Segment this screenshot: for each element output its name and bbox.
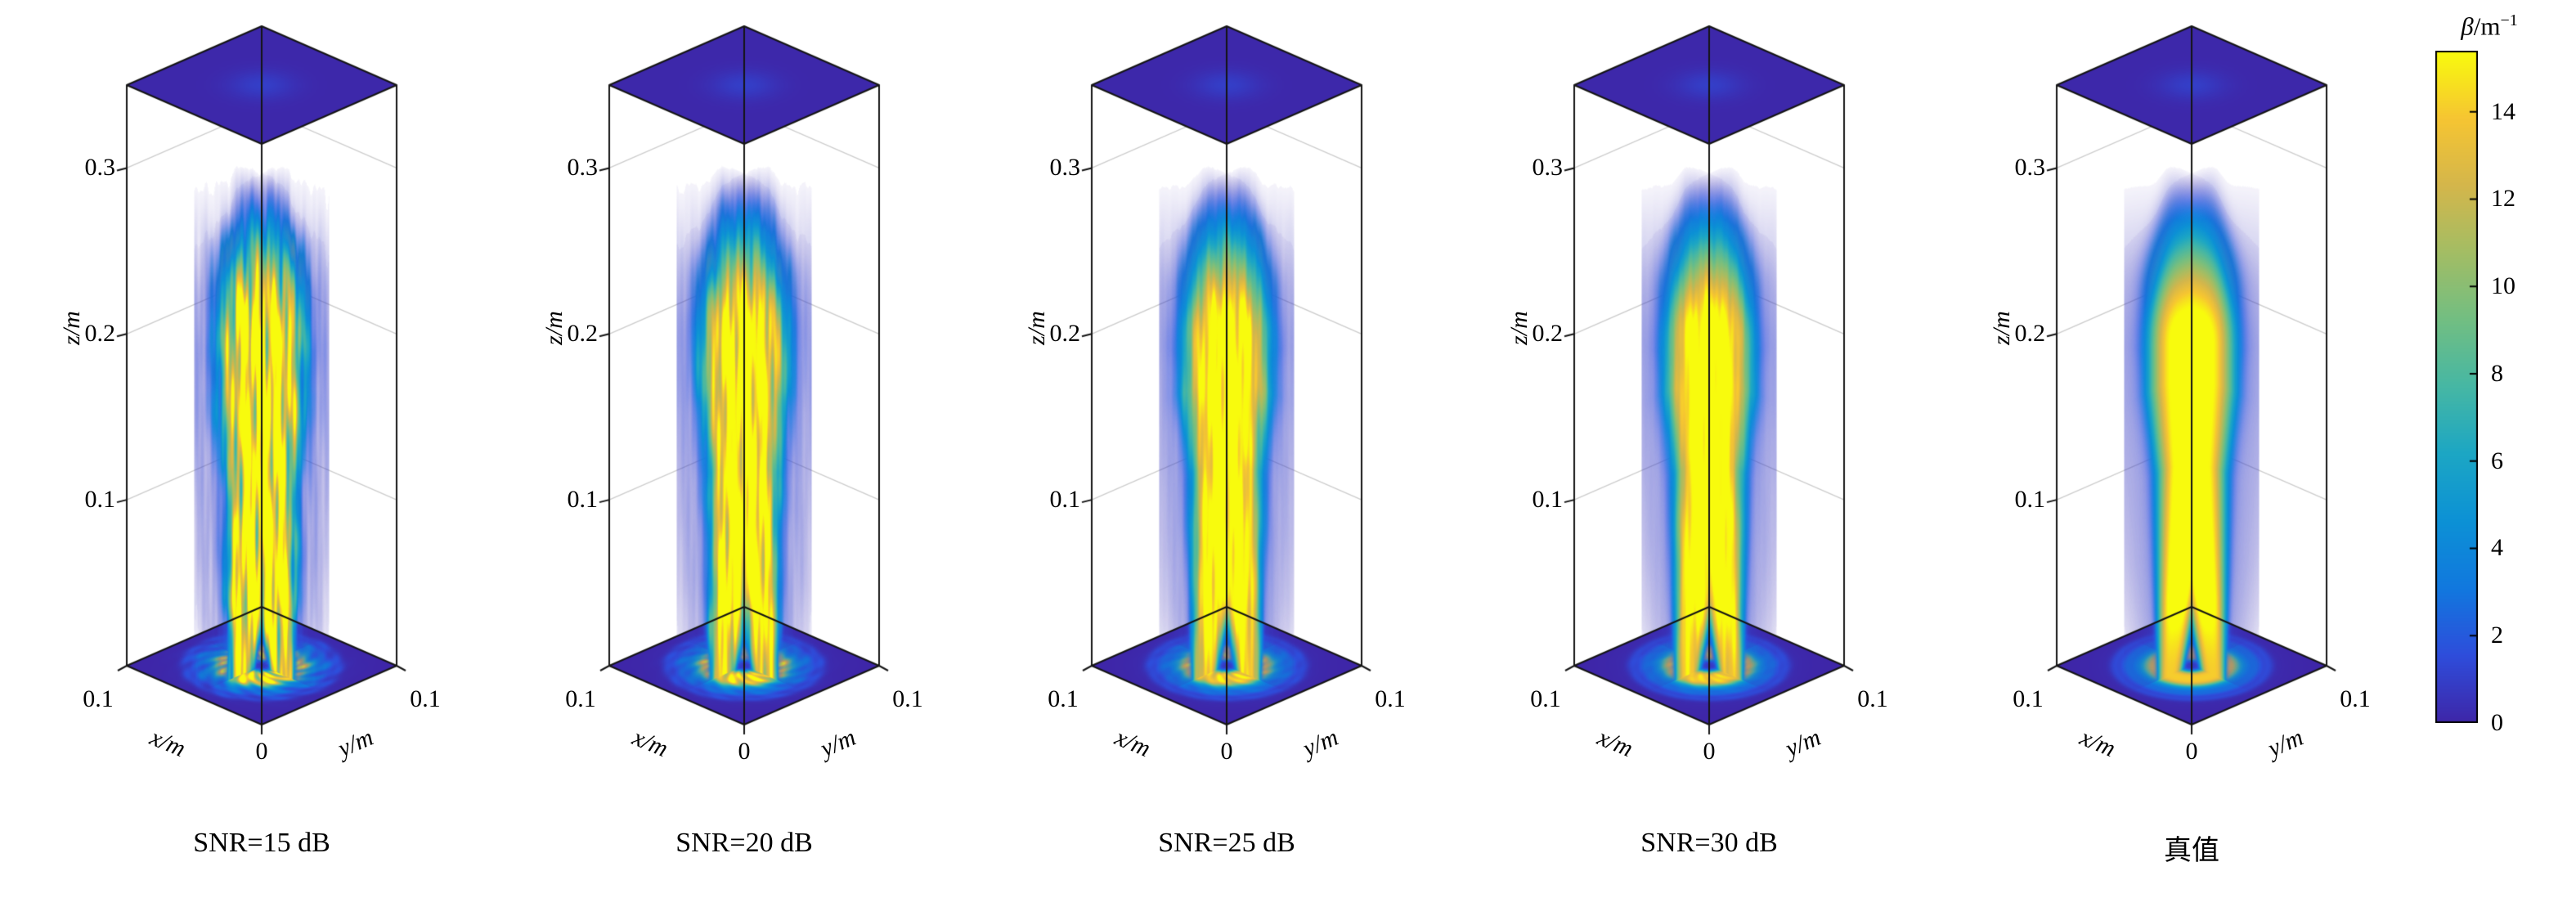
colorbar-gradient: [2435, 51, 2478, 723]
slice-plot-canvas-snr-25db: [965, 5, 1447, 806]
origin-tick: 0: [1703, 738, 1716, 765]
y-tick-outer: 0.1: [1857, 685, 1888, 712]
colorbar-tick-10: 10: [2491, 272, 2515, 300]
x-tick-outer: 0.1: [1048, 685, 1079, 712]
panel-caption: SNR=25 dB: [1158, 828, 1295, 858]
x-tick-outer: 0.1: [1530, 685, 1561, 712]
panel-caption: SNR=30 dB: [1640, 828, 1778, 858]
figure-root: z/m 0.3 0.2 0.1 0.1 0 0.1 x/m y/m SNR=15…: [0, 5, 2576, 872]
z-tick-0-3: 0.3: [1532, 154, 1564, 181]
origin-tick: 0: [1220, 738, 1233, 765]
colorbar-tick-0: 0: [2491, 709, 2503, 736]
colorbar-tick-2: 2: [2491, 622, 2503, 649]
x-tick-outer: 0.1: [2013, 685, 2044, 712]
z-tick-0-3: 0.3: [2014, 154, 2046, 181]
z-tick-0-1: 0.1: [1049, 486, 1081, 513]
panel-ground-truth: z/m 0.3 0.2 0.1 0.1 0 0.1 x/m y/m 真值: [1930, 5, 2412, 872]
panel-snr-20db: z/m 0.3 0.2 0.1 0.1 0 0.1 x/m y/m SNR=20…: [482, 5, 965, 872]
z-tick-0-1: 0.1: [567, 486, 599, 513]
z-tick-0-2: 0.2: [567, 320, 599, 347]
z-tick-0-3: 0.3: [567, 154, 599, 181]
panel-caption: SNR=20 dB: [675, 828, 813, 858]
y-tick-outer: 0.1: [2340, 685, 2371, 712]
panel-snr-30db: z/m 0.3 0.2 0.1 0.1 0 0.1 x/m y/m SNR=30…: [1447, 5, 1930, 872]
z-tick-0-2: 0.2: [1049, 320, 1081, 347]
origin-tick: 0: [255, 738, 268, 765]
slice-plot-canvas-snr-30db: [1447, 5, 1930, 806]
z-tick-0-3: 0.3: [1049, 154, 1081, 181]
z-tick-0-1: 0.1: [84, 486, 116, 513]
colorbar-unit: /m: [2473, 11, 2501, 41]
colorbar: β/m−1 14 12 10 8 6 4 2 0: [2412, 5, 2576, 872]
slice-plot-canvas-ground-truth: [1930, 5, 2412, 806]
z-tick-0-2: 0.2: [2014, 320, 2046, 347]
colorbar-exponent: −1: [2500, 11, 2518, 29]
x-tick-outer: 0.1: [565, 685, 596, 712]
x-tick-outer: 0.1: [83, 685, 114, 712]
y-tick-outer: 0.1: [892, 685, 923, 712]
panel-caption: 真值: [2164, 836, 2219, 866]
z-tick-0-2: 0.2: [1532, 320, 1564, 347]
beta-symbol: β: [2461, 11, 2474, 41]
z-tick-0-2: 0.2: [84, 320, 116, 347]
y-tick-outer: 0.1: [1375, 685, 1406, 712]
colorbar-tick-4: 4: [2491, 534, 2503, 562]
colorbar-tick-6: 6: [2491, 447, 2503, 474]
z-tick-0-3: 0.3: [84, 154, 116, 181]
y-tick-outer: 0.1: [410, 685, 441, 712]
panel-caption: SNR=15 dB: [193, 828, 330, 858]
slice-plot-canvas-snr-20db: [482, 5, 965, 806]
origin-tick: 0: [2185, 738, 2198, 765]
colorbar-title: β/m−1: [2417, 11, 2561, 41]
colorbar-tick-12: 12: [2491, 185, 2515, 213]
colorbar-tick-14: 14: [2491, 97, 2515, 125]
colorbar-tick-8: 8: [2491, 359, 2503, 387]
panel-snr-15db: z/m 0.3 0.2 0.1 0.1 0 0.1 x/m y/m SNR=15…: [0, 5, 482, 872]
panel-snr-25db: z/m 0.3 0.2 0.1 0.1 0 0.1 x/m y/m SNR=25…: [965, 5, 1447, 872]
origin-tick: 0: [738, 738, 751, 765]
z-tick-0-1: 0.1: [2014, 486, 2046, 513]
z-tick-0-1: 0.1: [1532, 486, 1564, 513]
slice-plot-canvas-snr-15db: [0, 5, 482, 806]
